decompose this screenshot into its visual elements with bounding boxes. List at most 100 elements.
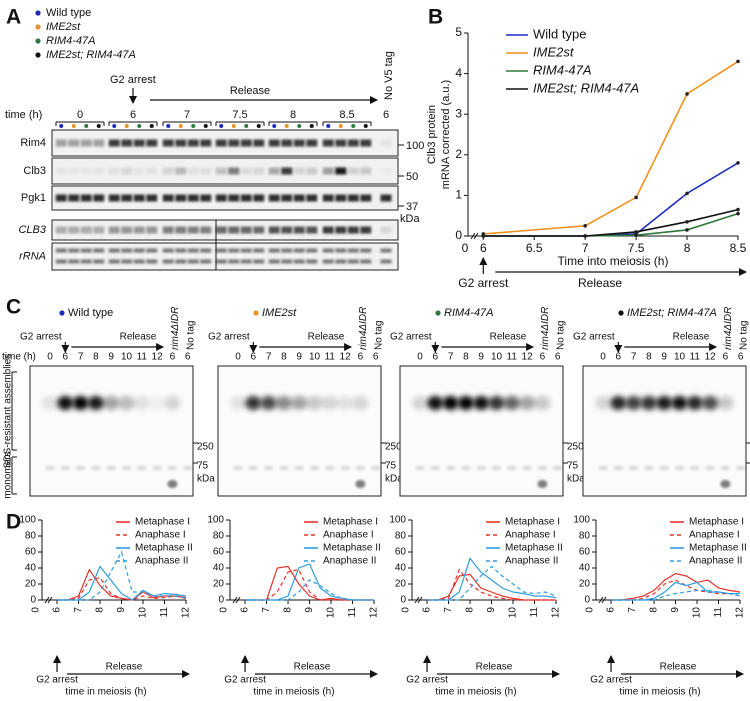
band xyxy=(519,396,536,410)
lane-dot xyxy=(219,124,224,128)
band xyxy=(293,139,305,147)
band xyxy=(93,194,105,202)
band xyxy=(215,259,227,264)
y-tick-label: 5 xyxy=(455,25,462,39)
y-tick-label: 80 xyxy=(213,531,225,542)
band xyxy=(537,465,548,471)
band xyxy=(640,396,657,410)
annotation: Release xyxy=(476,662,513,673)
band xyxy=(352,396,369,410)
data-point xyxy=(685,219,689,224)
time-label: 11 xyxy=(325,352,336,363)
band xyxy=(268,139,280,147)
annotation: Release xyxy=(106,662,143,673)
band xyxy=(68,226,80,234)
time-label: 7 xyxy=(631,352,637,363)
band xyxy=(735,465,746,471)
band xyxy=(80,167,92,175)
size-marker: kDa xyxy=(567,474,585,485)
band xyxy=(162,139,174,147)
band xyxy=(347,167,359,175)
band xyxy=(57,396,74,410)
band xyxy=(335,259,347,264)
x-tick-label: 7 xyxy=(627,607,638,613)
time-label: 6 xyxy=(555,352,561,363)
time-label: 6 xyxy=(383,109,389,121)
y-tick-label: 60 xyxy=(395,547,407,558)
y-tick-label: 80 xyxy=(25,531,37,542)
axis-break xyxy=(417,596,423,604)
band xyxy=(347,259,359,264)
band xyxy=(625,396,642,410)
band xyxy=(306,167,318,175)
band xyxy=(503,396,520,410)
legend-label: Metaphase II xyxy=(323,543,381,554)
band xyxy=(42,396,58,410)
band xyxy=(240,226,252,234)
series-line xyxy=(57,565,187,601)
lane-dot xyxy=(166,124,171,128)
lane-dot xyxy=(203,124,208,128)
blot xyxy=(51,242,399,271)
data-point xyxy=(583,224,587,228)
band xyxy=(360,139,372,147)
band xyxy=(175,139,187,147)
legend-dot xyxy=(35,38,41,44)
time-label: 0 xyxy=(47,352,53,363)
x-tick-label: 11 xyxy=(529,607,540,618)
band xyxy=(473,396,490,410)
band xyxy=(121,226,133,234)
time-label: 10 xyxy=(674,352,686,363)
blot-label: Rim4 xyxy=(20,137,46,149)
size-marker: 100 xyxy=(406,140,424,152)
band xyxy=(200,226,212,234)
band xyxy=(337,396,354,410)
band xyxy=(686,396,703,410)
band xyxy=(322,139,334,147)
band xyxy=(68,248,80,253)
band xyxy=(293,248,305,253)
band xyxy=(275,396,292,410)
gel xyxy=(217,365,382,497)
annotation: G2 arrest xyxy=(390,332,432,343)
y-tick-label: 0 xyxy=(218,595,224,606)
data-point xyxy=(634,230,638,234)
band xyxy=(552,465,563,471)
legend-label: Anaphase II xyxy=(689,556,742,567)
time-label: 9 xyxy=(478,352,484,363)
band xyxy=(324,465,335,471)
y-tick-label: 40 xyxy=(25,563,37,574)
time-label: 0 xyxy=(600,352,606,363)
band xyxy=(215,167,227,175)
band xyxy=(335,194,347,202)
band xyxy=(253,259,265,264)
annotation: Release xyxy=(490,332,527,343)
gel-title: RIM4-47A xyxy=(444,307,494,319)
y-tick-label: 20 xyxy=(395,579,407,590)
x-tick-label: 8 xyxy=(465,607,476,613)
annotation: No tag xyxy=(555,321,566,350)
x-tick-label: 10 xyxy=(326,607,337,619)
band xyxy=(705,465,716,471)
x-axis-label: time in meiosis (h) xyxy=(253,687,334,698)
x-tick-label: 7 xyxy=(443,607,454,613)
y-tick-label: 2 xyxy=(455,147,462,161)
band xyxy=(80,259,92,264)
axis-label: time (h) xyxy=(2,352,36,363)
band xyxy=(108,167,120,175)
time-label: 12 xyxy=(705,352,717,363)
size-marker: kDa xyxy=(400,213,420,225)
size-marker: 75 xyxy=(385,461,397,472)
band xyxy=(268,259,280,264)
band xyxy=(162,167,174,175)
band xyxy=(306,139,318,147)
band xyxy=(240,194,252,202)
annotation: rim4ΔIDR xyxy=(358,307,369,350)
band xyxy=(380,259,392,264)
band xyxy=(93,139,105,147)
band xyxy=(360,194,372,202)
band xyxy=(253,226,265,234)
band xyxy=(175,167,187,175)
band xyxy=(133,139,145,147)
lane-dot xyxy=(338,124,343,128)
